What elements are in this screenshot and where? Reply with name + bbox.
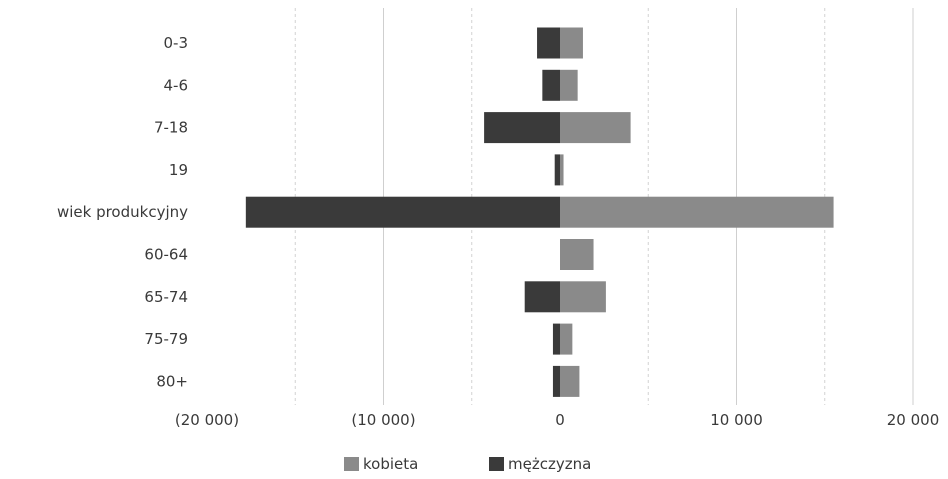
legend-label-mężczyzna: mężczyzna (508, 455, 591, 473)
category-label: 0-3 (164, 34, 189, 52)
bar-mężczyzna-19 (554, 154, 560, 186)
x-tick-label: 0 (555, 411, 565, 429)
category-label: 60-64 (144, 246, 188, 264)
legend-swatch-kobieta (344, 457, 359, 471)
x-tick-label: 10 000 (710, 411, 763, 429)
category-label: 80+ (156, 372, 188, 390)
x-tick-labels: (20 000) (10 000) 0 10 000 20 000 (175, 411, 939, 429)
category-label: 7-18 (154, 119, 188, 137)
bar-mężczyzna-4-6 (542, 69, 560, 101)
bar-kobieta-60-64 (560, 239, 594, 270)
bar-kobieta-7-18 (560, 112, 631, 144)
bar-kobieta-4-6 (560, 69, 578, 101)
bar-mężczyzna-65-74 (524, 281, 560, 313)
bar-kobieta-65-74 (560, 281, 606, 313)
x-tick-label: 20 000 (887, 411, 940, 429)
bar-mężczyzna-0-3 (537, 27, 560, 59)
bar-kobieta-75-79 (560, 323, 573, 355)
legend-label-kobieta: kobieta (363, 455, 418, 473)
category-label: wiek produkcyjny (57, 203, 188, 221)
bar-kobieta-wiek produkcyjny (560, 196, 834, 228)
category-label: 65-74 (144, 288, 188, 306)
bar-mężczyzna-80+ (552, 365, 560, 397)
category-label: 19 (169, 161, 188, 179)
bar-mężczyzna-75-79 (552, 323, 560, 355)
x-tick-label: (10 000) (351, 411, 415, 429)
bar-mężczyzna-wiek produkcyjny (245, 196, 560, 228)
bars (245, 27, 834, 397)
bar-kobieta-19 (560, 154, 564, 186)
bar-kobieta-80+ (560, 365, 580, 397)
category-label: 4-6 (164, 76, 189, 94)
category-labels: 0-3 4-6 7-18 19 wiek produkcyjny 60-64 65-74 75… (57, 34, 188, 390)
legend-swatch-mężczyzna (489, 457, 504, 471)
bar-mężczyzna-7-18 (484, 112, 560, 144)
legend: kobieta mężczyzna (344, 455, 591, 473)
x-tick-label: (20 000) (175, 411, 239, 429)
category-label: 75-79 (144, 330, 188, 348)
bar-kobieta-0-3 (560, 27, 583, 59)
